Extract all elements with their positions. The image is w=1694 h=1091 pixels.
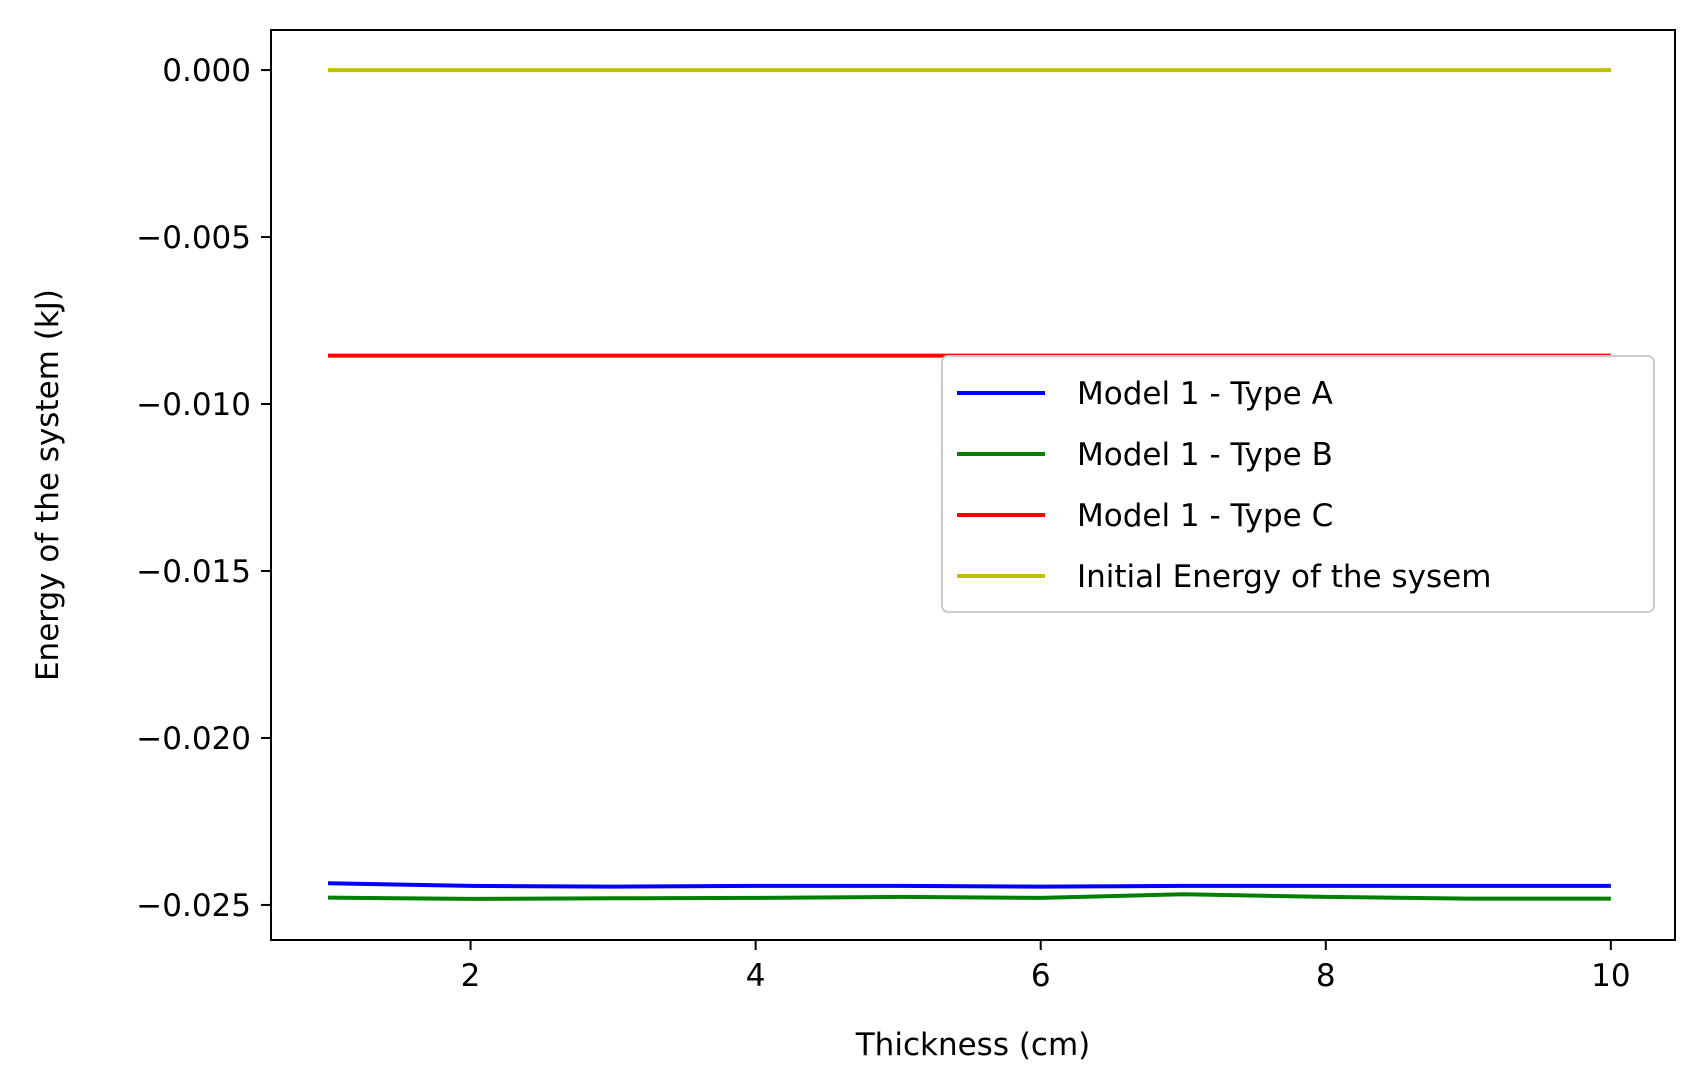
- y-tick-label: −0.015: [136, 554, 251, 590]
- series-line-1: [327, 881, 1611, 889]
- y-tick-label: −0.005: [136, 220, 251, 256]
- legend-label: Initial Energy of the sysem: [1077, 559, 1491, 595]
- x-axis-label: Thickness (cm): [855, 1027, 1091, 1063]
- y-tick-label: 0.000: [162, 53, 251, 89]
- x-tick-label: 2: [461, 958, 481, 994]
- y-axis-ticks: 0.000 −0.005 −0.010 −0.015 −0.020 −0.025: [136, 53, 271, 924]
- x-tick-label: 8: [1316, 958, 1336, 994]
- legend-box: [941, 355, 1655, 613]
- legend-label: Model 1 - Type B: [1077, 437, 1333, 473]
- x-tick-label: 6: [1031, 958, 1051, 994]
- series-line-2: [328, 892, 1611, 901]
- y-tick-label: −0.010: [136, 387, 251, 423]
- x-axis-ticks: 2 4 6 8 10: [461, 940, 1631, 994]
- legend: Model 1 - Type A Model 1 - Type B Model 1 …: [941, 355, 1655, 613]
- legend-label: Model 1 - Type C: [1077, 498, 1333, 534]
- y-axis-label: Energy of the system (kJ): [30, 289, 66, 681]
- y-tick-label: −0.020: [136, 721, 251, 757]
- x-tick-label: 10: [1591, 958, 1630, 994]
- x-tick-label: 4: [746, 958, 766, 994]
- y-tick-label: −0.025: [136, 888, 251, 924]
- plot-frame: [270, 29, 1676, 941]
- legend-label: Model 1 - Type A: [1077, 376, 1333, 412]
